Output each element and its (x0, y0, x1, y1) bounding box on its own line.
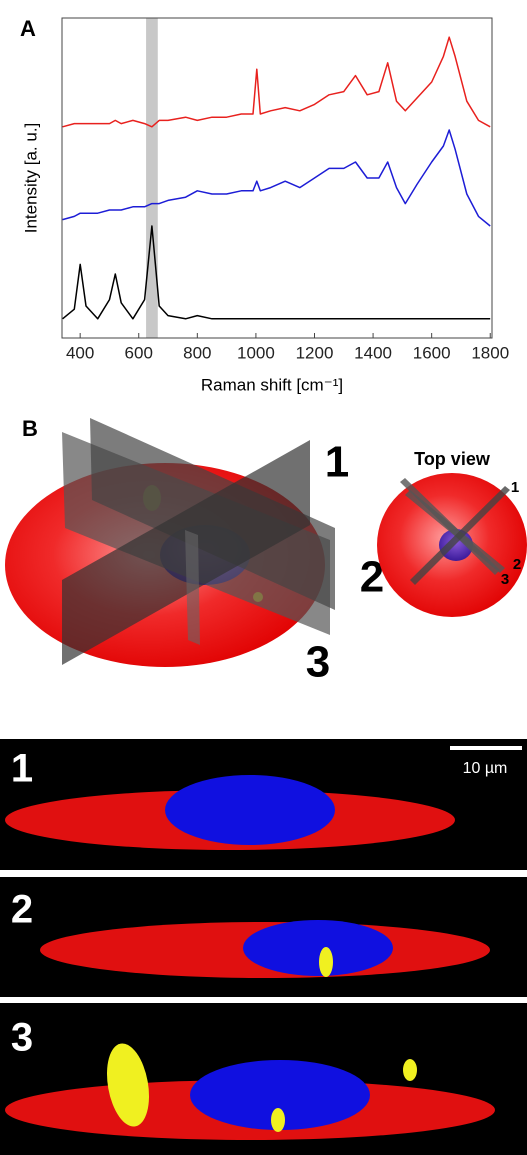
image-label: 2 (11, 888, 33, 932)
particle (271, 1108, 285, 1132)
figure: A 400 600 800 1000 1200 1400 1600 1800 Raman sh… (0, 0, 527, 1155)
plane-label: 1 (511, 479, 519, 496)
x-tick-label: 1000 (237, 343, 275, 362)
y-axis-label: Intensity [a. u.] (21, 123, 40, 234)
particle (403, 1059, 417, 1081)
image-label: 3 (11, 1016, 33, 1060)
nucleus-section (165, 775, 335, 845)
image-label: 1 (11, 747, 33, 791)
spectrum-line (63, 226, 491, 319)
plane-label: 1 (325, 438, 349, 487)
x-tick-label: 1200 (296, 343, 334, 362)
nucleus-section (243, 920, 393, 976)
plane-label: 3 (501, 571, 509, 588)
plot: 400 600 800 1000 1200 1400 1600 1800 (63, 18, 510, 362)
plane-label: 2 (513, 556, 521, 573)
top-view-illustration (377, 473, 527, 617)
top-view-title: Top view (414, 449, 491, 469)
spectrum-line (63, 37, 491, 127)
spectrum-line (63, 130, 491, 226)
x-tick-label: 1400 (354, 343, 392, 362)
scale-bar-label: 10 µm (463, 760, 508, 777)
x-tick-label: 800 (183, 343, 211, 362)
x-tick-label: 1600 (413, 343, 451, 362)
panel-label: B (22, 416, 38, 441)
x-tick-label: 400 (66, 343, 94, 362)
plane-label: 3 (306, 638, 330, 687)
panel-label: A (20, 16, 36, 41)
particle (319, 947, 333, 977)
cell-illustration (5, 418, 335, 667)
x-tick-label: 600 (125, 343, 153, 362)
x-tick-label: 1800 (471, 343, 509, 362)
highlight-band (146, 18, 158, 338)
x-axis-label: Raman shift [cm⁻¹] (201, 375, 343, 394)
plot-frame (62, 18, 492, 338)
